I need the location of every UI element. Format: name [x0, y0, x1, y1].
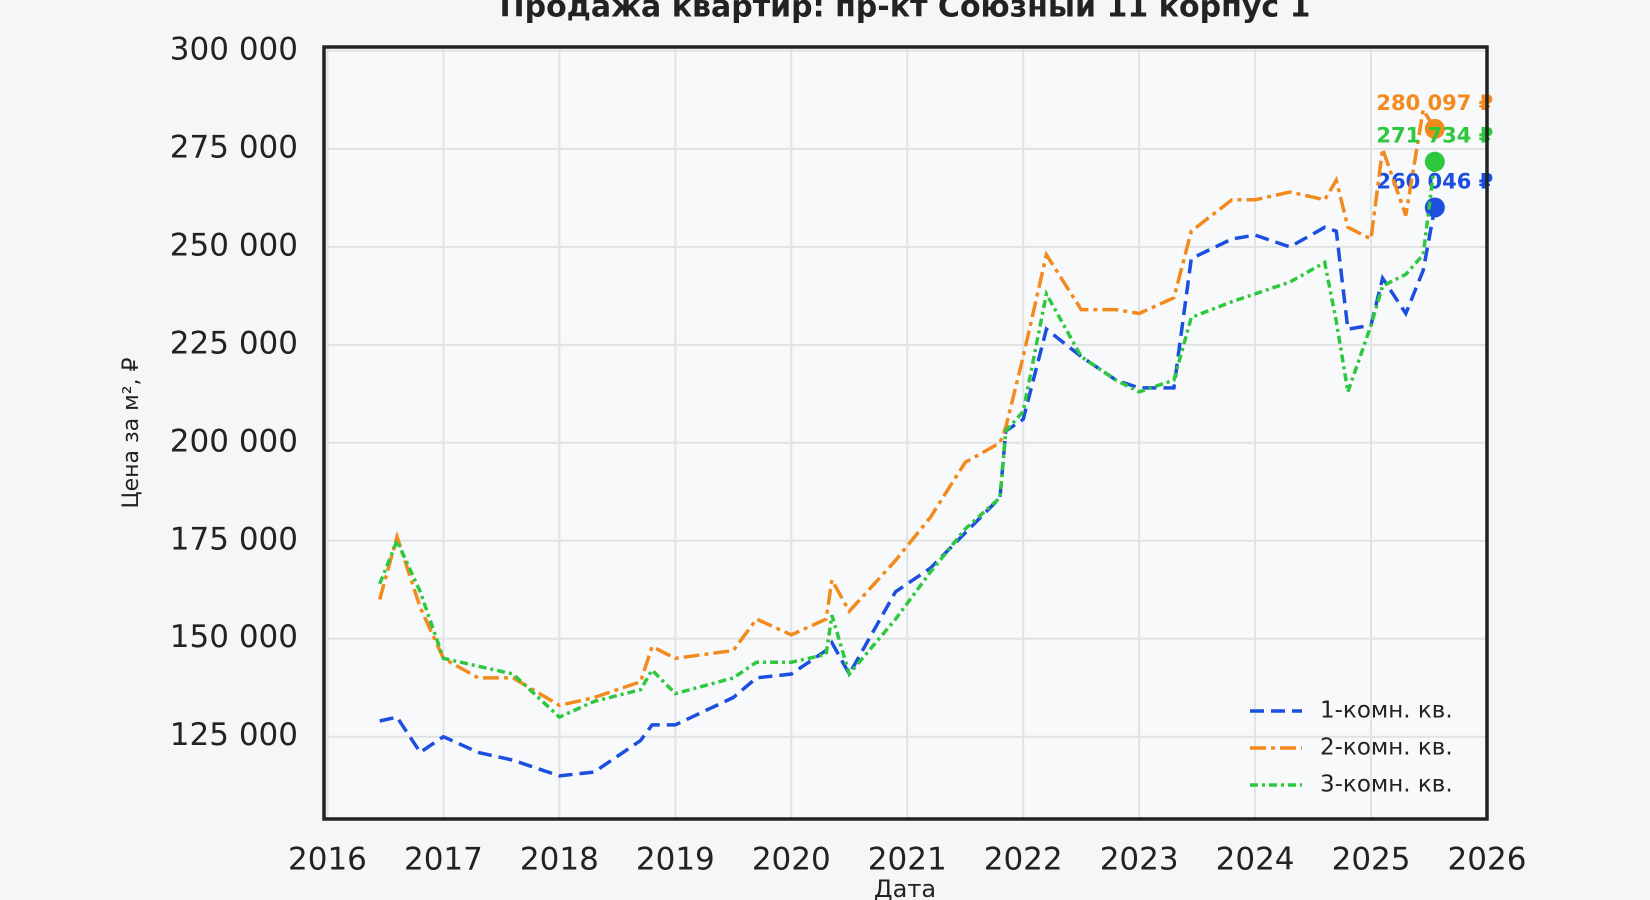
plot-border: [322, 45, 1489, 821]
end-marker: [1424, 151, 1445, 172]
y-tick-label: 275 000: [170, 129, 298, 165]
x-tick-label: 2016: [288, 842, 367, 878]
y-tick-label: 125 000: [170, 717, 298, 753]
chart-title: Продажа квартир: пр-кт Союзный 11 корпус…: [499, 0, 1310, 25]
x-tick-label: 2024: [1216, 842, 1295, 878]
x-tick-label: 2026: [1448, 842, 1527, 878]
x-tick-label: 2023: [1100, 842, 1179, 878]
y-tick-label: 150 000: [170, 619, 298, 655]
y-tick-label: 225 000: [170, 325, 298, 361]
x-tick-label: 2025: [1332, 842, 1411, 878]
x-tick-label: 2019: [636, 842, 715, 878]
y-tick-label: 300 000: [170, 31, 298, 67]
x-tick-label: 2018: [520, 842, 599, 878]
legend-label: 1-комн. кв.: [1320, 698, 1453, 724]
x-axis-label: Дата: [874, 875, 936, 900]
y-tick-label: 175 000: [170, 521, 298, 557]
end-label: 280 097 ₽: [1376, 91, 1493, 115]
legend-label: 2-комн. кв.: [1320, 735, 1453, 761]
y-tick-label: 200 000: [170, 423, 298, 459]
x-tick-label: 2020: [752, 842, 831, 878]
y-tick-label: 250 000: [170, 227, 298, 263]
plot-area: [324, 47, 1487, 819]
legend-label: 3-комн. кв.: [1320, 772, 1453, 798]
series-line: [378, 161, 1437, 720]
end-marker: [1424, 118, 1445, 139]
x-tick-label: 2021: [868, 842, 947, 878]
x-tick-label: 2022: [984, 842, 1063, 878]
series-line: [378, 104, 1437, 708]
end-label: 271 734 ₽: [1376, 124, 1493, 148]
x-tick-label: 2017: [404, 842, 483, 878]
y-axis-label: Цена за м², ₽: [119, 357, 144, 508]
